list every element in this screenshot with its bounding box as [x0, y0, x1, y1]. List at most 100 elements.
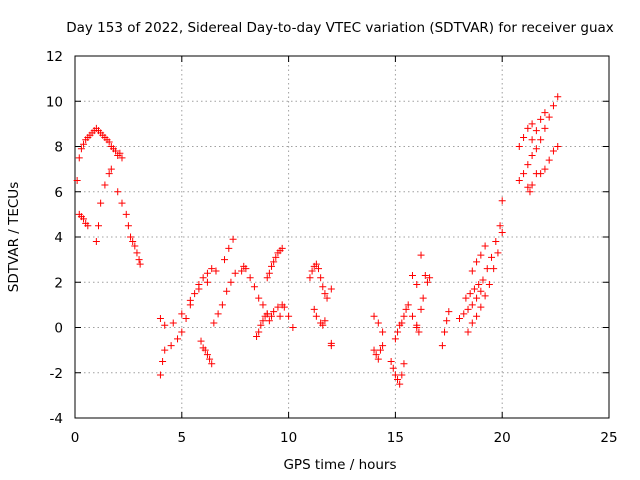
y-tick-label: 6	[54, 185, 63, 201]
data-point	[208, 265, 216, 273]
data-point	[455, 314, 463, 322]
data-point	[374, 355, 382, 363]
data-point	[462, 294, 470, 302]
data-point	[494, 249, 502, 257]
data-point	[537, 115, 545, 123]
series-arc-noon-b	[253, 310, 271, 341]
x-tick-label: 15	[387, 430, 404, 446]
y-tick-label: 10	[46, 94, 63, 110]
y-tick-label: 2	[54, 275, 63, 291]
data-point	[92, 238, 100, 246]
data-point	[479, 276, 487, 284]
series-arc-night-d	[537, 143, 562, 178]
data-point	[136, 260, 144, 268]
data-point	[80, 140, 88, 148]
data-point	[376, 346, 384, 354]
data-point	[470, 285, 478, 293]
series-arc-afternoon-a	[370, 342, 387, 363]
data-point	[532, 127, 540, 135]
data-point	[208, 360, 216, 368]
series-arc-evening-f	[468, 242, 489, 275]
series-arc-morning-a	[156, 265, 220, 379]
data-point	[498, 228, 506, 236]
data-point	[372, 351, 380, 359]
series-arc-afternoon-e	[404, 251, 425, 329]
series-arc-afternoon-b	[370, 312, 387, 336]
data-points	[73, 93, 562, 388]
data-point	[268, 312, 276, 320]
y-tick-label: -2	[50, 366, 63, 382]
data-point	[370, 346, 378, 354]
data-point	[541, 165, 549, 173]
data-point	[417, 305, 425, 313]
data-point	[394, 376, 402, 384]
data-point	[178, 328, 186, 336]
data-point	[323, 294, 331, 302]
data-point	[225, 244, 233, 252]
data-point	[498, 197, 506, 205]
data-point	[421, 271, 429, 279]
data-point	[312, 312, 320, 320]
data-point	[327, 285, 335, 293]
data-point	[167, 342, 175, 350]
data-point	[308, 267, 316, 275]
data-point	[201, 346, 209, 354]
data-point	[321, 317, 329, 325]
series-arc-evening-e	[464, 228, 506, 336]
data-point	[415, 328, 423, 336]
data-point	[312, 260, 320, 268]
data-point	[186, 296, 194, 304]
data-point	[485, 281, 493, 289]
data-point	[174, 335, 182, 343]
data-point	[398, 319, 406, 327]
data-point	[537, 136, 545, 144]
data-point	[84, 222, 92, 230]
data-point	[473, 294, 481, 302]
y-tick-label: 8	[54, 140, 63, 156]
data-point	[75, 154, 83, 162]
data-point	[156, 314, 164, 322]
data-point	[475, 281, 483, 289]
data-point	[118, 199, 126, 207]
data-point	[107, 165, 115, 173]
data-point	[223, 287, 231, 295]
series-arc-night-e	[528, 109, 549, 144]
data-point	[477, 303, 485, 311]
data-point	[227, 278, 235, 286]
series-arc-night-c	[515, 120, 536, 150]
data-point	[214, 310, 222, 318]
x-tick-label: 0	[71, 430, 80, 446]
data-point	[206, 355, 214, 363]
data-point	[481, 242, 489, 250]
data-point	[528, 152, 536, 160]
data-point	[178, 310, 186, 318]
data-point	[389, 364, 397, 372]
series-arc-afternoon-f	[408, 294, 427, 336]
data-point	[246, 274, 254, 282]
data-point	[379, 328, 387, 336]
series-arc-midday-low	[310, 305, 335, 350]
data-point	[182, 314, 190, 322]
data-point	[327, 342, 335, 350]
series-arc-morning-d	[210, 269, 239, 327]
data-point	[520, 170, 528, 178]
data-point	[250, 283, 258, 291]
series-arc-afternoon-d	[391, 305, 410, 343]
data-point	[413, 324, 421, 331]
data-point	[532, 145, 540, 153]
series-arc-descent	[92, 165, 144, 268]
data-point	[285, 312, 293, 320]
data-point	[238, 267, 246, 275]
data-point	[257, 321, 265, 329]
data-point	[488, 253, 496, 261]
data-point	[400, 360, 408, 368]
y-tick-label: 0	[54, 321, 63, 337]
data-point	[112, 147, 120, 155]
y-tick-label: -4	[50, 411, 63, 427]
data-point	[490, 265, 498, 273]
data-point	[270, 258, 278, 266]
data-point	[477, 251, 485, 259]
series-arc-early-high	[73, 124, 126, 184]
data-point	[124, 222, 132, 230]
